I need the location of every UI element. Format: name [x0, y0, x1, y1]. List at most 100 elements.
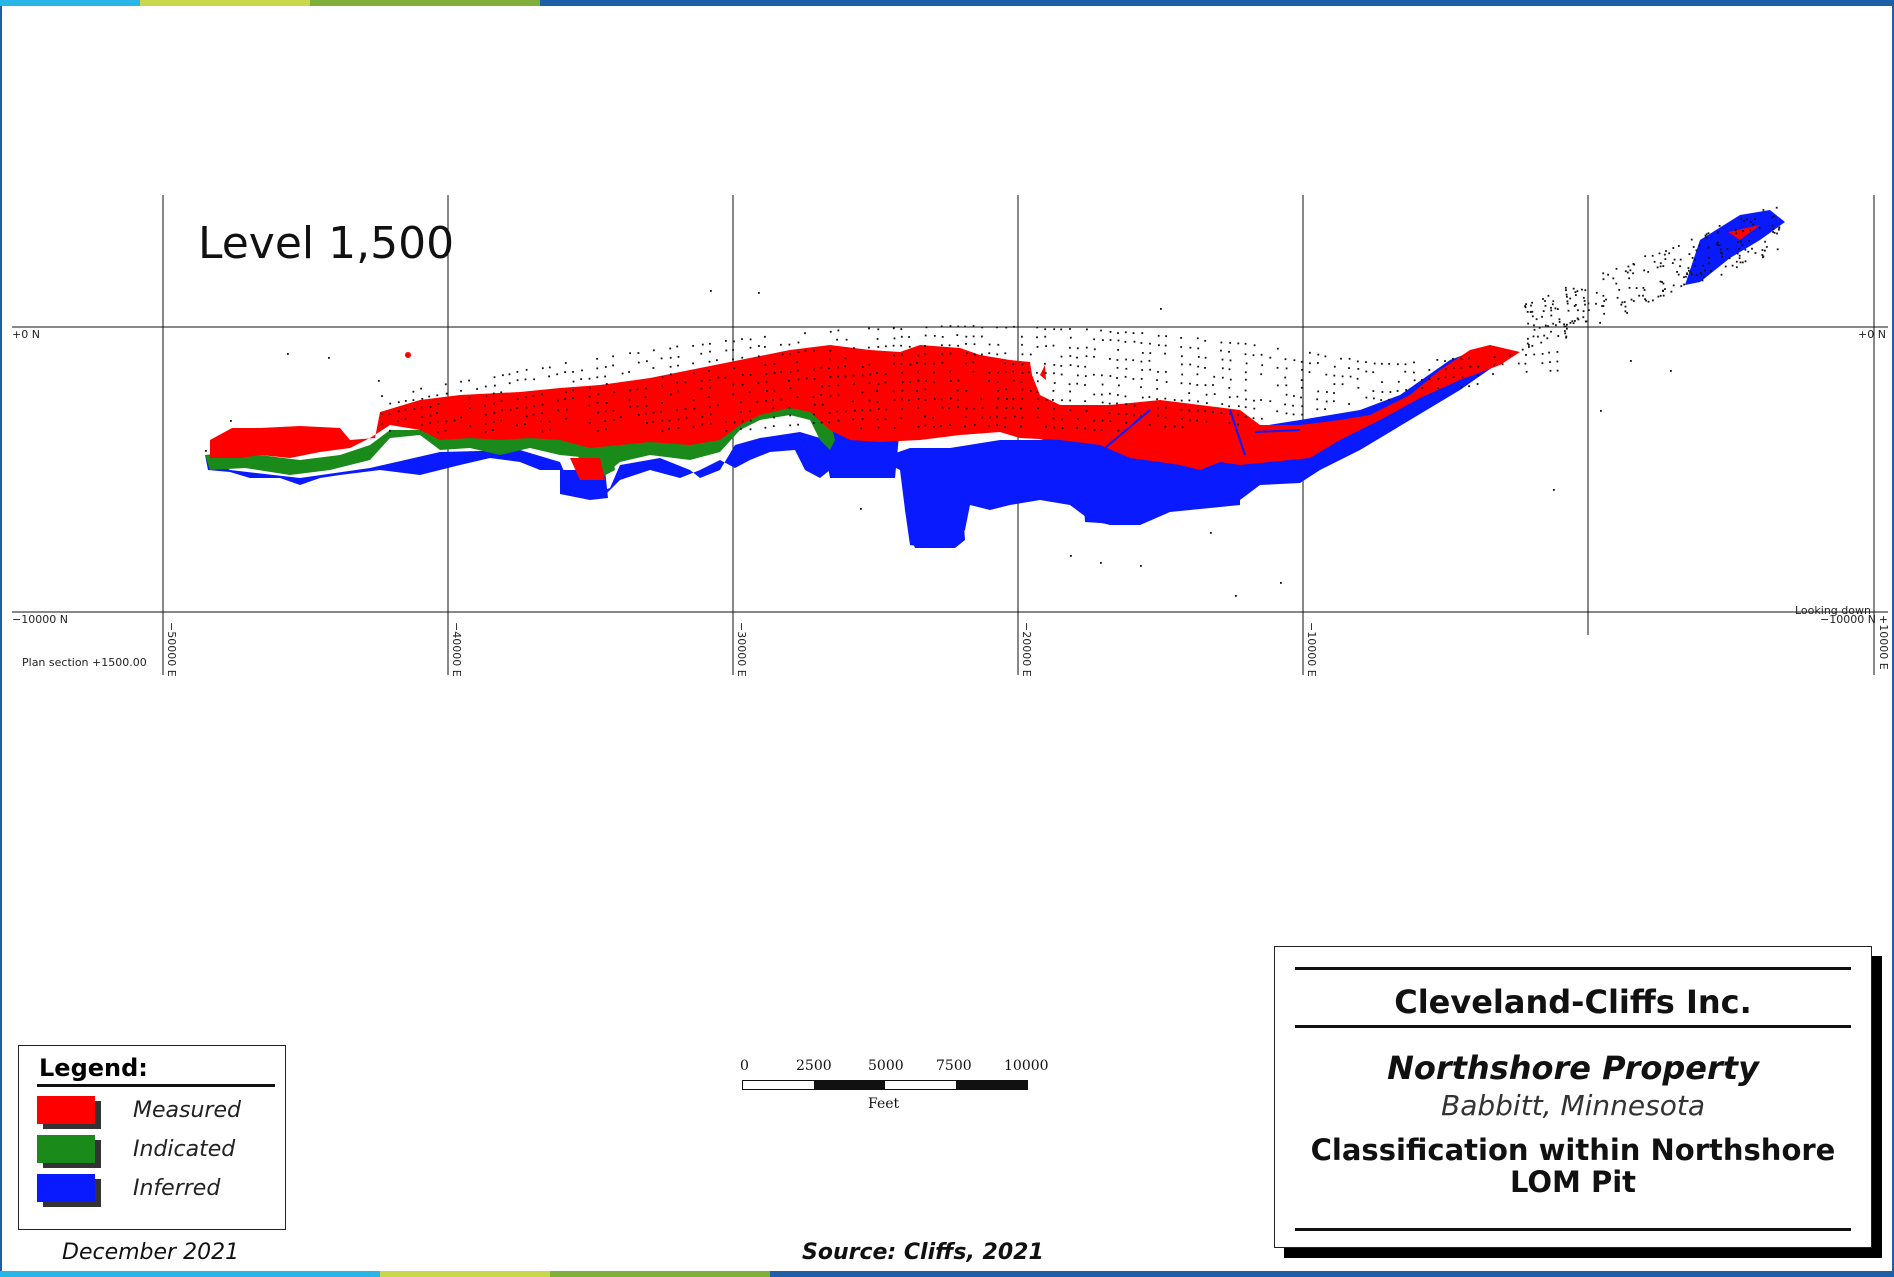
drillhole-point — [700, 352, 703, 355]
drillhole-point — [1276, 347, 1279, 350]
drillhole-point — [1029, 390, 1032, 392]
drillhole-point — [749, 419, 752, 422]
fault-lines — [1104, 409, 1301, 456]
drillhole-point — [1117, 332, 1119, 334]
drillhole-point — [1085, 346, 1088, 349]
drillhole-point — [1260, 399, 1262, 401]
drillhole-point — [1531, 315, 1534, 318]
drillhole-point — [900, 417, 903, 419]
legend-title: Legend: — [39, 1054, 148, 1082]
drillhole-point — [1642, 287, 1645, 289]
drillhole-point — [1324, 355, 1327, 358]
drillhole-point — [676, 409, 678, 411]
drillhole-point — [1704, 234, 1707, 237]
drillhole-point — [1537, 335, 1539, 338]
drillhole-point — [1542, 310, 1545, 312]
drillhole-point — [612, 419, 615, 421]
drillhole-point — [1160, 308, 1162, 310]
drillhole-point — [620, 416, 622, 419]
drillhole-point — [1742, 230, 1744, 232]
drillhole-point — [1060, 373, 1063, 376]
drillhole-point — [996, 406, 998, 409]
drillhole-point — [1701, 279, 1704, 282]
drillhole-point — [1269, 356, 1272, 359]
drillhole-point — [764, 426, 767, 429]
drillhole-point — [1680, 285, 1683, 288]
drillhole-point — [660, 357, 663, 360]
bottom-color-bar — [0, 1271, 1894, 1277]
drillhole-point — [1229, 342, 1232, 344]
drillhole-point — [629, 389, 632, 392]
inferred-zone — [205, 210, 1785, 548]
drillhole-point — [1076, 426, 1078, 429]
east-label-4: −20000 E — [1020, 622, 1033, 677]
drillhole-point — [1348, 403, 1350, 405]
drillhole-point — [1005, 388, 1008, 391]
drillhole-point — [397, 420, 399, 423]
drillhole-point — [988, 343, 991, 346]
drillhole-point — [645, 405, 648, 407]
drillhole-point — [1140, 565, 1142, 567]
drillhole-point — [876, 338, 879, 340]
drillhole-point — [1737, 248, 1740, 250]
drillhole-point — [837, 394, 840, 397]
drillhole-point — [1624, 270, 1627, 273]
drillhole-point — [421, 397, 424, 400]
drillhole-point — [1734, 229, 1737, 232]
drillhole-point — [1220, 341, 1223, 344]
drillhole-point — [949, 424, 951, 426]
drillhole-point — [661, 419, 664, 422]
drillhole-point — [540, 420, 542, 423]
drillhole-point — [829, 394, 832, 397]
drillhole-point — [629, 352, 631, 355]
drillhole-point — [861, 374, 864, 377]
drillhole-point — [1140, 386, 1142, 389]
drillhole-point — [700, 380, 703, 382]
drillhole-point — [1069, 409, 1072, 411]
drillhole-point — [1189, 346, 1192, 349]
drillhole-point — [1235, 595, 1237, 597]
drillhole-point — [1687, 267, 1690, 269]
drillhole-point — [676, 381, 679, 384]
north-label-bottom-right: −10000 N — [1820, 613, 1876, 626]
drillhole-point — [764, 346, 766, 348]
drillhole-point — [1616, 296, 1619, 299]
drillhole-point — [541, 403, 544, 406]
drillhole-point — [1053, 364, 1056, 366]
drillhole-point — [1584, 320, 1587, 323]
drillhole-point — [1620, 303, 1623, 306]
drillhole-point — [789, 371, 792, 373]
drillhole-point — [1388, 398, 1390, 401]
drillhole-point — [1758, 226, 1761, 229]
drillhole-point — [1740, 218, 1743, 221]
drillhole-point — [1124, 395, 1127, 398]
drillhole-point — [652, 367, 655, 369]
drillhole-point — [1657, 295, 1660, 298]
drillhole-point — [1021, 397, 1023, 400]
drillhole-point — [1280, 582, 1282, 584]
drillhole-point — [1204, 339, 1207, 342]
drillhole-point — [1595, 291, 1598, 294]
drillhole-point — [1531, 310, 1534, 313]
drillhole-point — [492, 421, 495, 423]
drillhole-point — [677, 418, 680, 421]
drillhole-point — [1672, 284, 1675, 287]
drillhole-point — [1013, 325, 1015, 328]
drillhole-point — [1165, 381, 1168, 383]
drillhole-point — [916, 362, 918, 364]
drillhole-point — [492, 429, 494, 431]
drillhole-point — [1140, 378, 1143, 380]
drillhole-point — [1036, 346, 1039, 348]
drillhole-point — [1205, 393, 1208, 396]
drillhole-point — [1188, 399, 1191, 402]
drillhole-point — [845, 338, 848, 341]
drillhole-point — [548, 366, 551, 369]
legend-label-measured: Measured — [133, 1098, 241, 1123]
drillhole-point — [1549, 369, 1552, 372]
drillhole-point — [940, 325, 943, 328]
drillhole-point — [484, 422, 487, 425]
drillhole-point — [1566, 295, 1568, 298]
drillhole-point — [1659, 294, 1662, 297]
east-label-3: −30000 E — [735, 622, 748, 677]
drillhole-point — [941, 336, 944, 338]
